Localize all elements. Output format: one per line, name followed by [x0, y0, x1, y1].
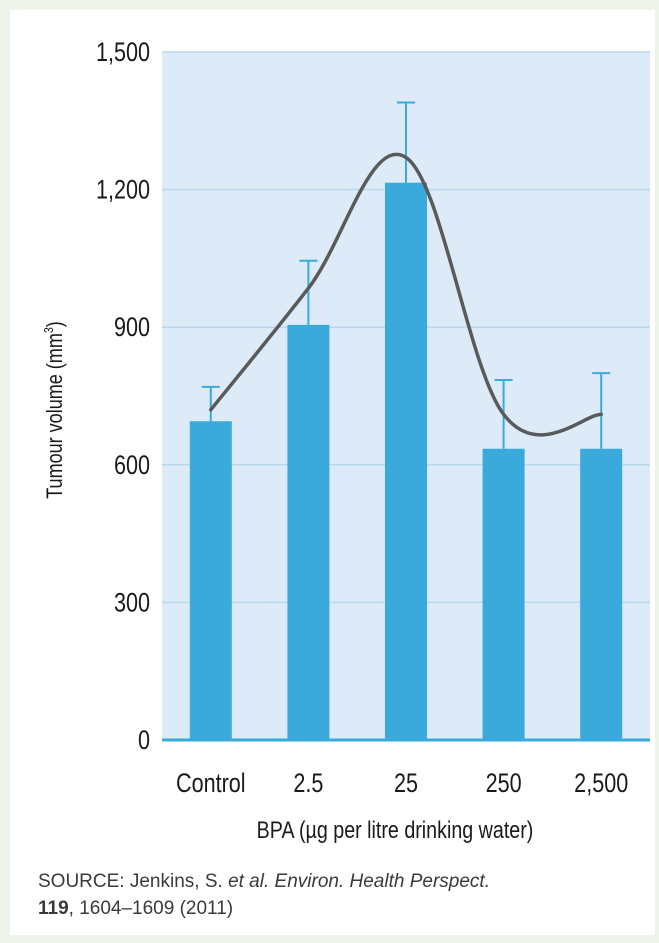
y-axis-label-text: Tumour volume (mm	[43, 333, 67, 499]
y-axis-label: Tumour volume (mm3)	[41, 321, 67, 499]
x-tick-label: 250	[486, 769, 522, 799]
source-pages-year: , 1604–1609 (2011)	[68, 898, 234, 919]
x-tick-label: 2,500	[574, 769, 628, 799]
x-tick-label: Control	[176, 769, 246, 799]
bar	[482, 448, 525, 740]
y-tick-label: 1,200	[96, 175, 150, 205]
bars	[189, 182, 623, 741]
x-axis-label: BPA (µg per litre drinking water)	[257, 816, 534, 843]
x-tick-label: 2.5	[293, 769, 323, 799]
y-tick-label: 900	[114, 313, 150, 343]
source-journal: et al. Environ. Health Perspect.	[228, 871, 490, 892]
y-tick-label: 600	[114, 451, 150, 481]
y-tick-label: 0	[138, 726, 150, 756]
y-tick-label: 1,500	[96, 38, 150, 68]
y-tick-labels: 0 300 600 900 1,200 1,500	[96, 38, 150, 756]
bar	[189, 421, 232, 740]
y-axis-label-superscript: 3	[41, 327, 56, 333]
source-prefix: SOURCE: Jenkins, S.	[38, 871, 229, 892]
bar	[385, 182, 427, 741]
source-volume: 119	[38, 898, 69, 919]
bar	[287, 324, 330, 740]
x-tick-label: 25	[394, 769, 418, 799]
bar	[580, 448, 623, 740]
x-tick-labels: Control 2.5 25 250 2,500	[176, 769, 628, 799]
y-tick-label: 300	[114, 588, 150, 618]
source-citation: SOURCE: Jenkins, S. et al. Environ. Heal…	[38, 868, 638, 922]
y-axis-label-close: )	[43, 321, 67, 327]
trend-line	[209, 152, 603, 437]
